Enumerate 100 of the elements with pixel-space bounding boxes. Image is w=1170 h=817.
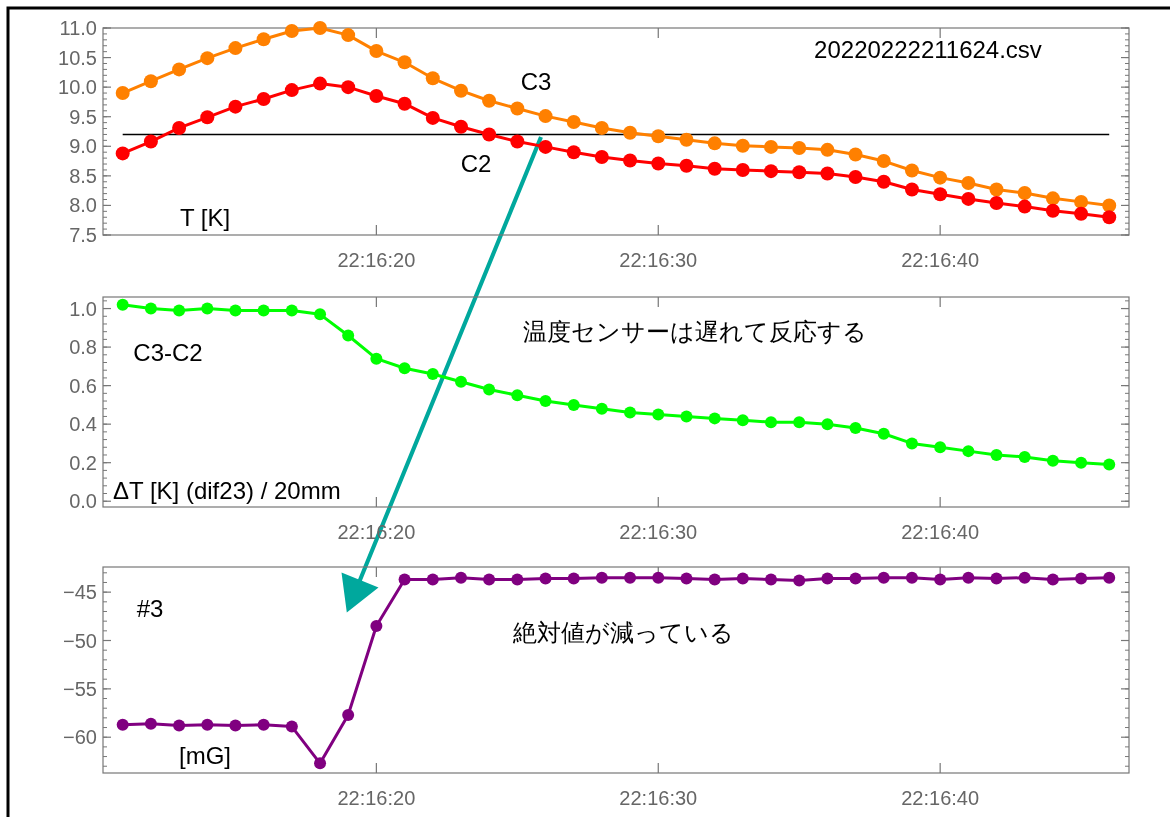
point [116,718,129,731]
point [652,408,665,421]
point [455,571,467,584]
y-tick-label: 8.5 [69,164,97,187]
point [1045,191,1060,206]
y-tick-label: 9.0 [69,135,97,158]
point [735,138,750,153]
y-tick-label: 11.0 [59,17,97,39]
point [257,718,270,731]
point [482,127,497,142]
point [369,44,384,59]
text: #3 [136,595,164,622]
point [989,182,1004,197]
point [651,156,666,171]
point [143,74,158,89]
point [1045,203,1060,218]
point [961,175,976,190]
point [539,572,552,585]
point [511,389,524,402]
point [143,134,158,149]
y-tick-label: 9.5 [69,105,97,128]
point [539,395,552,408]
y-tick-label: 10.5 [58,46,97,69]
point [201,718,214,731]
point [398,573,411,586]
point [482,93,497,108]
point [566,115,581,130]
point [905,437,918,450]
annotation: 20220222211624.csv [814,36,1042,63]
point [764,139,778,154]
point [848,147,863,162]
point [426,573,439,586]
point [566,145,581,160]
y-tick-label: 8.0 [69,194,97,217]
point [313,21,328,35]
point [342,329,355,342]
point [257,304,270,317]
point [877,427,890,440]
point [425,110,440,125]
point [680,410,693,423]
point [765,416,777,429]
point [876,174,891,189]
point [313,76,328,91]
point [680,572,693,585]
point [1046,454,1059,467]
point [933,187,948,202]
point [594,149,609,164]
point [1103,458,1116,471]
point [736,414,749,427]
point [624,571,637,584]
point [708,412,721,425]
point [398,362,411,375]
point [314,308,327,321]
point [1075,456,1088,469]
point [736,572,749,585]
point [116,298,129,311]
y-axis-title: [mG] [179,742,231,769]
point [567,398,580,411]
y-tick-label: 1.0 [69,297,97,320]
point [397,55,412,70]
point [849,422,862,435]
annotation: 温度センサーは遅れて反応する [523,318,867,345]
point [792,141,807,156]
point [933,170,948,185]
point [1017,199,1032,214]
series-label: C2 [460,150,492,177]
point [229,304,242,317]
point [483,383,496,396]
point [284,83,299,98]
point [369,89,384,104]
point [1046,573,1059,586]
point [454,119,468,134]
point [707,161,722,176]
point [228,41,243,56]
x-tick-label: 22:16:30 [619,249,698,271]
point [990,572,1003,585]
point [904,182,919,197]
point [708,573,721,586]
point [735,162,750,177]
point [228,99,243,114]
point [256,91,271,106]
point [962,445,975,458]
point [652,571,665,584]
point [764,164,778,179]
point [849,572,862,585]
y-tick-label: −45 [63,581,97,604]
point [651,129,666,144]
point [144,302,157,315]
point [1018,450,1031,463]
x-tick-label: 22:16:30 [619,787,698,809]
point [961,191,976,206]
point [341,80,356,95]
point [454,83,468,98]
point [820,142,835,157]
point [623,125,638,140]
annotation: 絶対値が減っている [511,619,734,646]
point [567,572,580,585]
point [793,574,806,587]
point [1075,572,1088,585]
point [904,163,919,178]
